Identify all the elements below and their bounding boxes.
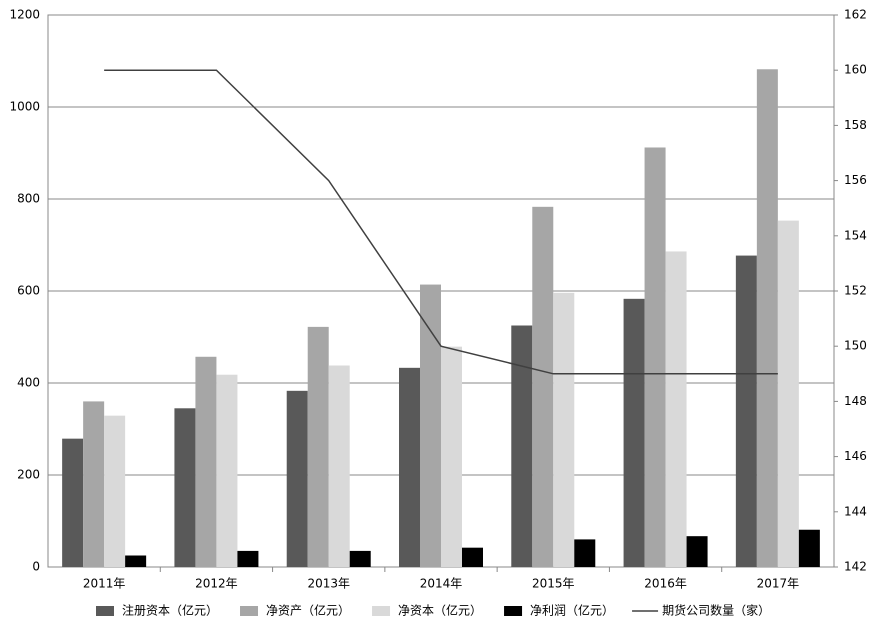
legend-swatch — [240, 606, 259, 616]
bar — [798, 529, 820, 567]
bar — [756, 69, 778, 567]
y2-tick-label: 146 — [844, 449, 867, 463]
bar — [553, 292, 575, 567]
bar — [686, 536, 708, 567]
legend-swatch — [96, 606, 114, 616]
y-tick-label: 400 — [17, 376, 40, 390]
y2-tick-label: 148 — [844, 394, 867, 408]
bar — [532, 206, 554, 567]
y2-tick-label: 152 — [844, 284, 867, 298]
x-tick-label: 2014年 — [420, 577, 463, 591]
bar — [399, 367, 420, 567]
legend-label: 期货公司数量（家） — [662, 603, 770, 618]
bar — [644, 147, 666, 568]
line — [104, 69, 778, 375]
x-tick-label: 2016年 — [644, 577, 687, 591]
bar — [307, 326, 329, 567]
bar — [104, 415, 126, 567]
bar — [574, 539, 596, 567]
y2-tick-label: 160 — [844, 63, 867, 77]
y2-tick-label: 154 — [844, 228, 867, 242]
bar — [83, 401, 105, 567]
y2-tick-label: 162 — [844, 8, 867, 22]
y-tick-label: 0 — [32, 560, 40, 574]
y-tick-label: 1200 — [9, 8, 40, 22]
legend-swatch — [372, 606, 391, 616]
x-tick-label: 2012年 — [195, 577, 238, 591]
bar — [328, 365, 350, 567]
bar — [125, 555, 147, 567]
y2-tick-label: 158 — [844, 118, 867, 132]
legend-label: 净资产（亿元） — [266, 603, 350, 618]
y-tick-label: 600 — [17, 284, 40, 298]
x-tick-label: 2013年 — [307, 577, 350, 591]
legend-swatch — [504, 606, 523, 616]
bar — [195, 356, 217, 567]
bar — [511, 325, 533, 567]
y2-tick-label: 144 — [844, 504, 867, 518]
bar — [174, 408, 196, 567]
x-tick-label: 2015年 — [532, 577, 575, 591]
legend-label: 净利润（亿元） — [530, 603, 614, 618]
y2-tick-label: 142 — [844, 560, 867, 574]
y2-tick-label: 156 — [844, 173, 867, 187]
bar — [623, 298, 645, 567]
x-tick-label: 2011年 — [83, 577, 126, 591]
y2-tick-label: 150 — [844, 339, 867, 353]
bar — [237, 550, 259, 567]
y-tick-label: 200 — [17, 468, 40, 482]
legend-label: 净资本（亿元） — [398, 603, 482, 618]
bar — [62, 438, 84, 567]
legend-label: 注册资本（亿元） — [122, 603, 218, 618]
bar — [349, 550, 371, 567]
bar — [441, 346, 462, 567]
x-tick-label: 2017年 — [757, 577, 800, 591]
y-tick-label: 800 — [17, 192, 40, 206]
bar — [735, 255, 757, 567]
y-tick-label: 1000 — [9, 100, 40, 114]
bar — [665, 251, 687, 567]
bar — [216, 374, 238, 567]
bar — [777, 220, 799, 567]
bar — [286, 390, 308, 567]
bar — [462, 547, 483, 567]
bar — [420, 284, 441, 567]
